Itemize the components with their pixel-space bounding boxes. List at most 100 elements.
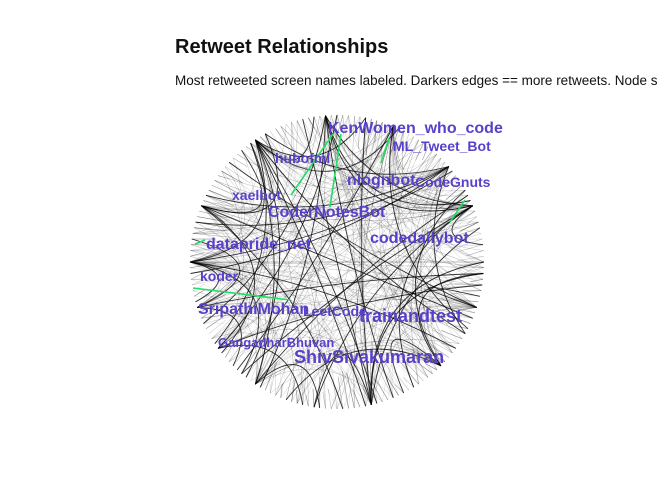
- retweet-edge: [388, 304, 477, 398]
- retweet-edge: [379, 126, 415, 388]
- rim-edge: [470, 278, 484, 283]
- retweet-edge: [342, 307, 477, 409]
- rim-edge: [374, 120, 378, 143]
- retweet-edge: [190, 279, 245, 349]
- retweet-edge: [414, 221, 479, 367]
- rim-edge: [203, 200, 241, 215]
- retweet-edge: [264, 133, 449, 175]
- node-label: hubofml: [275, 150, 330, 166]
- retweet-edge: [189, 261, 404, 394]
- rim-edge: [434, 310, 471, 324]
- retweet-edge: [365, 117, 477, 308]
- retweet-edge: [189, 261, 277, 391]
- retweet-edge: [228, 329, 442, 367]
- retweet-edge: [189, 261, 277, 394]
- rim-edge: [422, 146, 429, 161]
- retweet-edge: [302, 166, 449, 406]
- retweet-edge: [189, 261, 473, 319]
- retweet-edge: [255, 368, 383, 402]
- retweet-edge: [371, 261, 485, 405]
- retweet-edge: [214, 180, 477, 308]
- retweet-edge: [189, 261, 477, 308]
- rim-edge: [431, 341, 453, 354]
- retweet-edge: [201, 205, 399, 396]
- retweet-edge: [218, 175, 473, 209]
- retweet-edge: [411, 166, 450, 385]
- rim-edge: [241, 150, 270, 178]
- retweet-edge: [395, 166, 449, 391]
- rim-edge: [454, 283, 483, 286]
- rim-edge: [208, 319, 227, 335]
- rim-edge: [193, 289, 206, 297]
- rim-edge: [415, 142, 424, 161]
- retweet-edge: [431, 205, 484, 246]
- rim-edge: [446, 301, 477, 308]
- node-label: trainandtest: [359, 306, 462, 326]
- retweet-edge: [221, 126, 394, 354]
- rim-edge: [459, 221, 479, 232]
- retweet-edge: [205, 139, 274, 208]
- rim-edge: [337, 376, 344, 409]
- node-label: CodeGnuts: [415, 174, 491, 190]
- retweet-edge: [197, 115, 320, 308]
- retweet-edge: [255, 139, 479, 223]
- retweet-edge: [362, 117, 372, 405]
- rim-edge: [450, 292, 480, 297]
- rim-edge: [313, 116, 322, 140]
- retweet-edge: [392, 126, 453, 354]
- rim-edge: [201, 305, 222, 319]
- rim-edge: [291, 378, 296, 402]
- rim-edge: [190, 273, 202, 280]
- retweet-edge: [192, 166, 449, 234]
- retweet-edge: [365, 304, 477, 407]
- retweet-edge: [255, 133, 279, 166]
- node-label: SripathiMohan: [198, 301, 309, 318]
- retweet-edge: [208, 189, 442, 367]
- retweet-edge: [439, 205, 484, 280]
- retweet-edge: [391, 126, 463, 339]
- retweet-edge: [255, 166, 449, 385]
- retweet-edge: [291, 205, 473, 402]
- retweet-edge: [313, 116, 473, 206]
- rim-edge: [308, 117, 315, 129]
- retweet-edge: [194, 295, 240, 349]
- rim-edge: [192, 284, 205, 291]
- retweet-edge: [336, 126, 394, 410]
- retweet-edge: [189, 261, 309, 407]
- retweet-edge: [208, 189, 473, 221]
- retweet-edge: [302, 118, 449, 183]
- rim-edge: [374, 122, 383, 156]
- rim-edge: [396, 136, 415, 171]
- retweet-edge: [255, 115, 349, 161]
- retweet-edge: [218, 337, 441, 367]
- rim-edge: [456, 255, 484, 262]
- rim-edge: [358, 116, 361, 149]
- rim-edge: [425, 363, 437, 371]
- rim-edge: [466, 216, 477, 225]
- rim-edge: [280, 383, 283, 398]
- retweet-edge: [201, 115, 326, 206]
- retweet-edge: [325, 115, 446, 362]
- retweet-edge: [190, 244, 236, 308]
- retweet-edge: [370, 195, 469, 405]
- rim-edge: [438, 189, 466, 210]
- retweet-edge: [390, 338, 442, 394]
- retweet-edge: [302, 118, 372, 406]
- retweet-edge: [195, 205, 473, 233]
- rim-edge: [275, 360, 289, 396]
- retweet-edge: [429, 190, 466, 366]
- retweet-edge: [255, 139, 349, 409]
- retweet-edge: [221, 170, 278, 385]
- retweet-edge: [214, 180, 473, 215]
- retweet-edge: [360, 117, 372, 405]
- retweet-edge: [260, 307, 477, 388]
- rim-edge: [434, 175, 457, 196]
- retweet-edge: [330, 344, 442, 409]
- retweet-edge: [201, 205, 309, 407]
- retweet-edge: [255, 364, 285, 398]
- retweet-edge: [285, 306, 477, 401]
- rim-edge: [398, 130, 405, 150]
- retweet-edge: [255, 139, 437, 371]
- retweet-edge: [255, 364, 321, 409]
- retweet-edge: [424, 290, 482, 367]
